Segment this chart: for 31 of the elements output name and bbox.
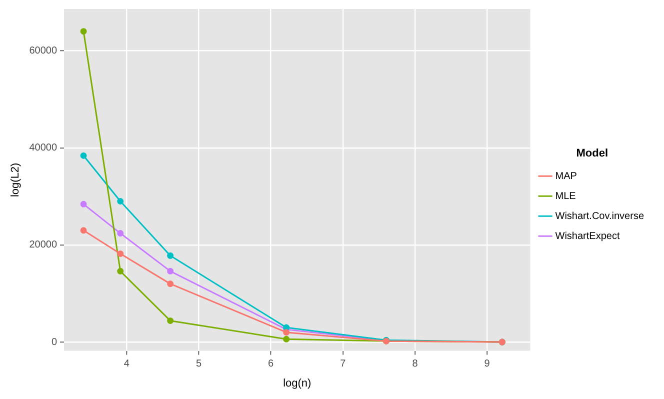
y-tick-label: 40000: [29, 142, 58, 154]
y-tick-label: 20000: [29, 240, 58, 251]
x-tick-label: 9: [484, 358, 490, 370]
legend-label: MLE: [555, 190, 576, 202]
point: [80, 200, 87, 208]
point: [283, 329, 290, 336]
legend-label: WishartExpect: [555, 230, 620, 242]
legend-label: MAP: [555, 170, 578, 182]
x-tick-label: 4: [124, 358, 130, 370]
legend-title: Model: [576, 147, 608, 160]
point: [167, 252, 174, 259]
y-tick-label: 0: [51, 336, 58, 348]
x-tick-label: 8: [412, 358, 418, 370]
point: [167, 317, 174, 324]
point: [117, 250, 124, 257]
x-axis-title: log(n): [283, 377, 312, 390]
point: [283, 336, 290, 342]
point: [167, 268, 174, 274]
point: [167, 280, 174, 288]
legend-label: Wishart.Cov.inverse: [555, 210, 644, 222]
x-tick-label: 6: [268, 358, 274, 370]
point: [80, 152, 87, 159]
x-tick-label: 5: [196, 358, 202, 370]
y-tick-label: 60000: [29, 46, 58, 57]
x-tick-label: 7: [340, 358, 346, 370]
point: [117, 268, 124, 274]
point: [80, 28, 87, 35]
point: [117, 230, 124, 237]
point: [80, 227, 87, 234]
y-axis-title: log(L2): [10, 162, 22, 198]
point: [117, 198, 124, 205]
